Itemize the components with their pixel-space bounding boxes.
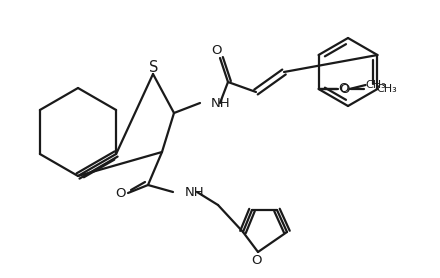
Text: O: O bbox=[115, 187, 125, 200]
Text: O: O bbox=[251, 254, 261, 267]
Text: CH₃: CH₃ bbox=[377, 84, 397, 94]
Text: O: O bbox=[338, 81, 349, 95]
Text: O: O bbox=[339, 83, 350, 96]
Text: NH: NH bbox=[185, 185, 205, 198]
Text: CH₃: CH₃ bbox=[365, 80, 386, 90]
Text: O: O bbox=[212, 43, 222, 56]
Text: NH: NH bbox=[211, 96, 231, 110]
Text: S: S bbox=[149, 59, 159, 75]
